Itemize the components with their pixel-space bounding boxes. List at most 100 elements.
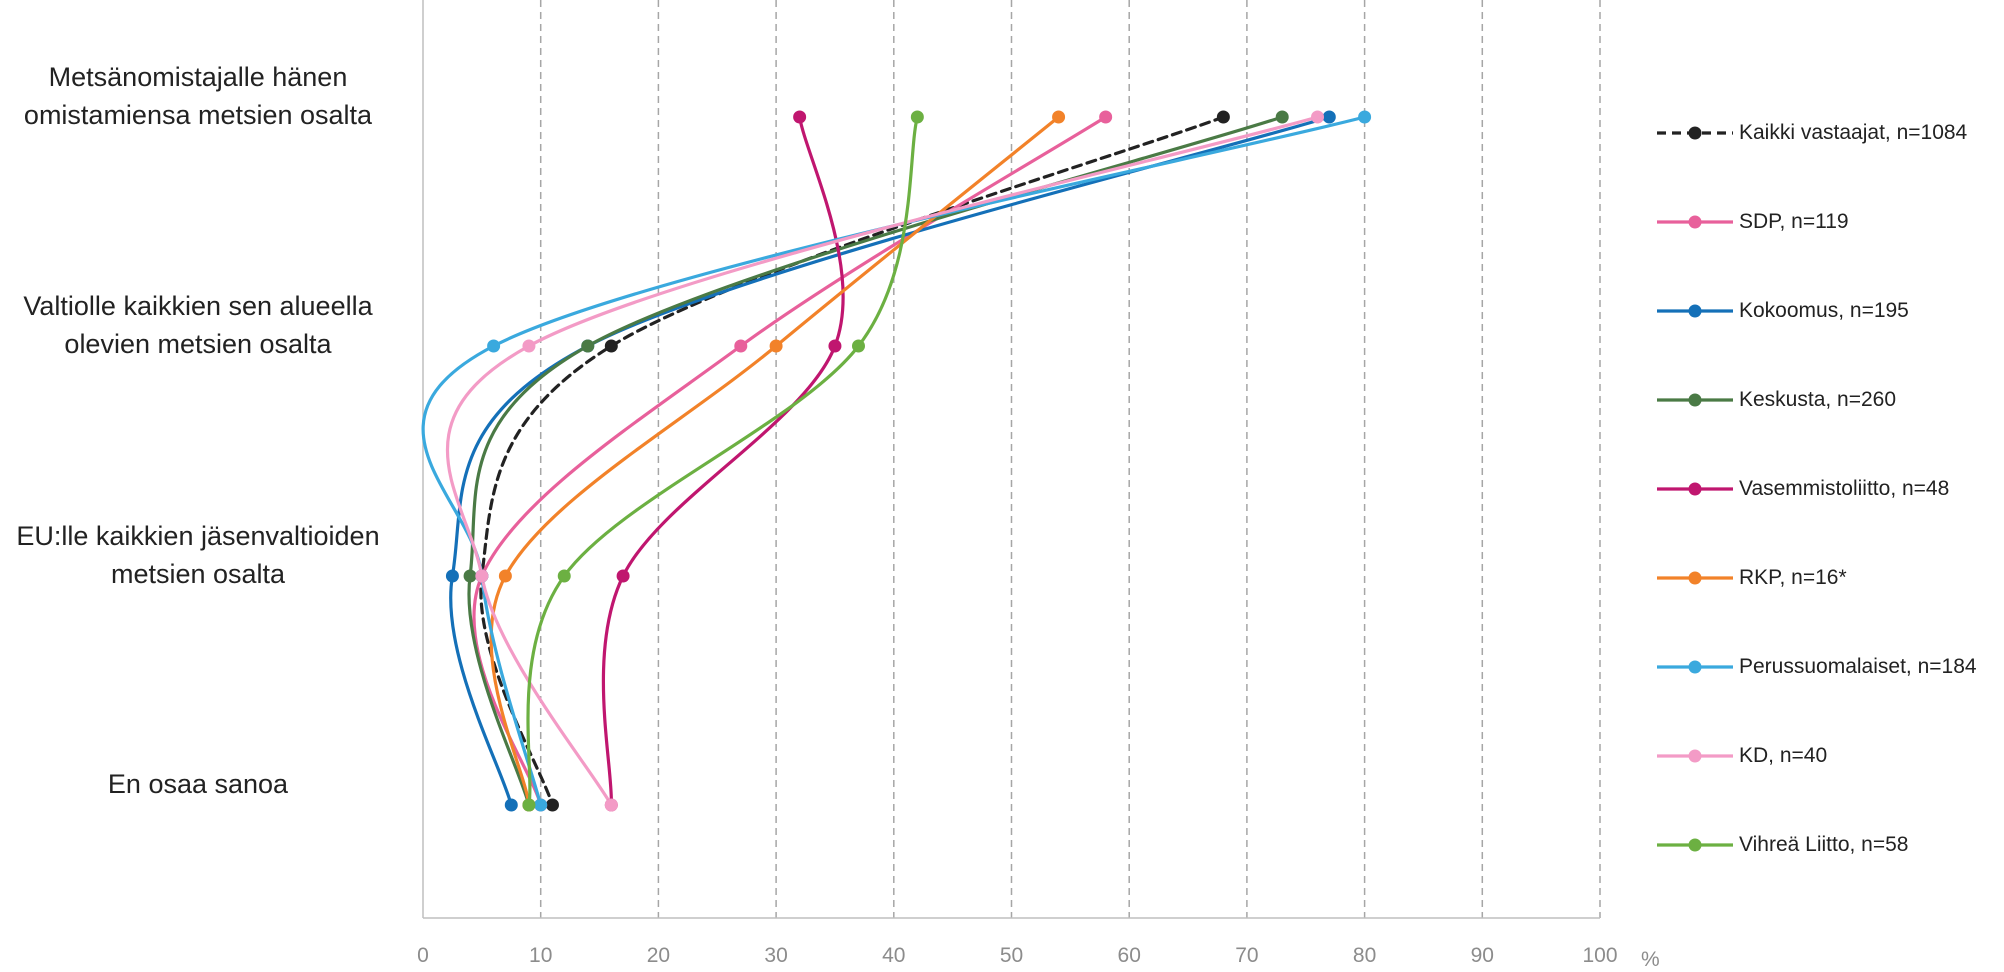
x-axis: 0 10 20 30 40 50 60 70 80 90 100% bbox=[417, 917, 1660, 971]
data-point bbox=[1275, 110, 1289, 124]
x-tick-label: 80 bbox=[1353, 944, 1376, 967]
legend-swatch-marker bbox=[1688, 393, 1702, 407]
legend-item: Keskusta, n=260 bbox=[1655, 385, 1896, 415]
data-point bbox=[463, 569, 477, 583]
legend-label: Kokoomus, n=195 bbox=[1739, 299, 1909, 322]
x-tick-label: 60 bbox=[1118, 944, 1141, 967]
data-point bbox=[604, 339, 618, 353]
legend-swatch bbox=[1657, 482, 1733, 496]
legend-swatch-marker bbox=[1688, 749, 1702, 763]
series-line bbox=[421, 115, 1367, 807]
legend-swatch bbox=[1657, 838, 1733, 852]
data-point bbox=[498, 569, 512, 583]
legend-swatch-marker bbox=[1688, 482, 1702, 496]
legend-label: Keskusta, n=260 bbox=[1739, 388, 1897, 411]
data-point bbox=[734, 339, 748, 353]
x-tick-label: 50 bbox=[1000, 944, 1023, 967]
legend-item: Vasemmistoliitto, n=48 bbox=[1655, 474, 1949, 504]
data-point bbox=[522, 339, 536, 353]
data-point bbox=[522, 798, 536, 812]
series-line bbox=[489, 115, 1061, 807]
data-point bbox=[1358, 110, 1372, 124]
legend-label: Vasemmistoliitto, n=48 bbox=[1739, 477, 1950, 500]
legend-label: RKP, n=16* bbox=[1739, 566, 1847, 589]
data-point bbox=[504, 798, 518, 812]
x-tick-label: 10 bbox=[529, 944, 552, 967]
legend-swatch-marker bbox=[1688, 304, 1702, 318]
data-point bbox=[487, 339, 501, 353]
legend-label: Vihreä Liitto, n=58 bbox=[1739, 833, 1909, 856]
category-label: Valtiolle kaikkien sen alueella olevien m… bbox=[0, 288, 398, 364]
legend-swatch-marker bbox=[1688, 660, 1702, 674]
data-point bbox=[769, 339, 783, 353]
x-tick-label: 30 bbox=[764, 944, 787, 967]
x-tick-label: 100 bbox=[1582, 944, 1617, 967]
category-label-line: omistamiensa metsien osalta bbox=[23, 99, 373, 130]
category-label: Metsänomistajalle hänen omistamiensa mets… bbox=[0, 59, 398, 135]
legend-item: RKP, n=16* bbox=[1655, 563, 1847, 593]
data-point bbox=[828, 339, 842, 353]
series-line bbox=[472, 115, 1108, 807]
series-line bbox=[526, 115, 919, 807]
legend-swatch bbox=[1657, 126, 1733, 140]
series-points bbox=[445, 110, 1372, 812]
category-label-line: Metsänomistajalle hänen bbox=[48, 62, 348, 93]
series-line bbox=[445, 115, 1320, 807]
x-tick-label: 70 bbox=[1235, 944, 1258, 967]
data-point bbox=[445, 569, 459, 583]
series-line bbox=[449, 115, 1331, 807]
legend-swatch-marker bbox=[1688, 126, 1702, 140]
data-point bbox=[557, 569, 571, 583]
legend-item: SDP, n=119 bbox=[1655, 207, 1849, 237]
data-point bbox=[1216, 110, 1230, 124]
data-point bbox=[851, 339, 865, 353]
legend-swatch-marker bbox=[1688, 571, 1702, 585]
x-tick-label: 90 bbox=[1471, 944, 1494, 967]
category-label-line: olevien metsien osalta bbox=[64, 328, 332, 359]
legend-item: Vihreä Liitto, n=58 bbox=[1655, 830, 1909, 860]
legend-label: Perussuomalaiset, n=184 bbox=[1739, 655, 1977, 678]
legend-swatch-marker bbox=[1688, 215, 1702, 229]
data-point bbox=[475, 569, 489, 583]
series-line bbox=[467, 115, 1284, 807]
legend-label: SDP, n=119 bbox=[1739, 210, 1849, 233]
category-label: En osaa sanoa bbox=[0, 766, 398, 804]
x-unit-label: % bbox=[1641, 948, 1660, 971]
legend-swatch bbox=[1657, 571, 1733, 585]
legend-swatch bbox=[1657, 660, 1733, 674]
legend-item: Kokoomus, n=195 bbox=[1655, 296, 1909, 326]
legend-item: Kaikki vastaajat, n=1084 bbox=[1655, 118, 1967, 148]
category-label-line: metsien osalta bbox=[110, 558, 286, 589]
legend-swatch bbox=[1657, 393, 1733, 407]
series-lines bbox=[421, 115, 1367, 807]
x-tick-label: 0 bbox=[417, 944, 429, 967]
data-point bbox=[604, 798, 618, 812]
legend-label: KD, n=40 bbox=[1739, 744, 1828, 767]
legend-swatch bbox=[1657, 749, 1733, 763]
grid-lines bbox=[422, 0, 1601, 918]
x-tick-label: 20 bbox=[647, 944, 670, 967]
data-point bbox=[1052, 110, 1066, 124]
series-line bbox=[479, 115, 1225, 807]
category-label-line: Valtiolle kaikkien sen alueella bbox=[23, 291, 373, 322]
x-tick-label: 40 bbox=[882, 944, 905, 967]
data-point bbox=[1322, 110, 1336, 124]
data-point bbox=[545, 798, 559, 812]
data-point bbox=[534, 798, 548, 812]
category-label: EU:lle kaikkien jäsenvaltioiden metsien o… bbox=[0, 518, 398, 594]
legend-item: KD, n=40 bbox=[1655, 741, 1827, 771]
data-point bbox=[793, 110, 807, 124]
legend-label: Kaikki vastaajat, n=1084 bbox=[1739, 121, 1968, 144]
legend-swatch-marker bbox=[1688, 838, 1702, 852]
category-label-line: En osaa sanoa bbox=[107, 769, 289, 800]
data-point bbox=[616, 569, 630, 583]
legend-swatch bbox=[1657, 304, 1733, 318]
data-point bbox=[1099, 110, 1113, 124]
legend-swatch bbox=[1657, 215, 1733, 229]
legend-item: Perussuomalaiset, n=184 bbox=[1655, 652, 1977, 682]
data-point bbox=[581, 339, 595, 353]
series-line bbox=[601, 115, 845, 807]
data-point bbox=[910, 110, 924, 124]
category-label-line: EU:lle kaikkien jäsenvaltioiden bbox=[16, 521, 380, 552]
